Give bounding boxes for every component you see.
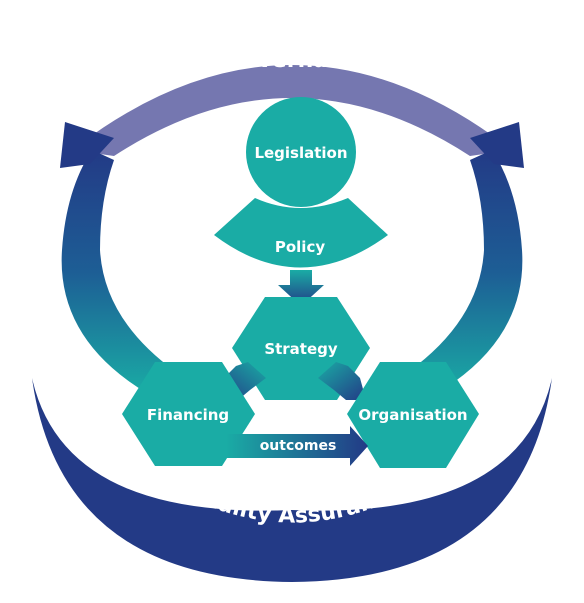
left-ring-arrowhead xyxy=(60,122,114,168)
right-ring-arrowhead xyxy=(470,122,524,168)
governance-arc xyxy=(72,65,512,156)
strategy-label: Strategy xyxy=(264,340,338,358)
quality-assurance-arc xyxy=(32,378,552,582)
legislation-label: Legislation xyxy=(254,144,347,162)
left-ring-arm xyxy=(61,150,176,395)
financing-node xyxy=(122,362,255,466)
right-ring-arm xyxy=(408,150,523,395)
organisation-node xyxy=(347,362,479,468)
policy-to-strategy-arrow xyxy=(278,270,324,306)
strategy-to-organisation-arrow xyxy=(318,362,366,400)
legislation-node xyxy=(246,97,356,207)
policy-node xyxy=(214,198,388,268)
outcomes-label: outcomes xyxy=(260,438,337,454)
financing-label: Financing xyxy=(147,406,229,424)
governance-label: Governance xyxy=(224,48,371,73)
policy-label: Policy xyxy=(275,238,325,256)
organisation-label: Organisation xyxy=(358,406,467,424)
outcomes-arrow xyxy=(226,426,368,466)
